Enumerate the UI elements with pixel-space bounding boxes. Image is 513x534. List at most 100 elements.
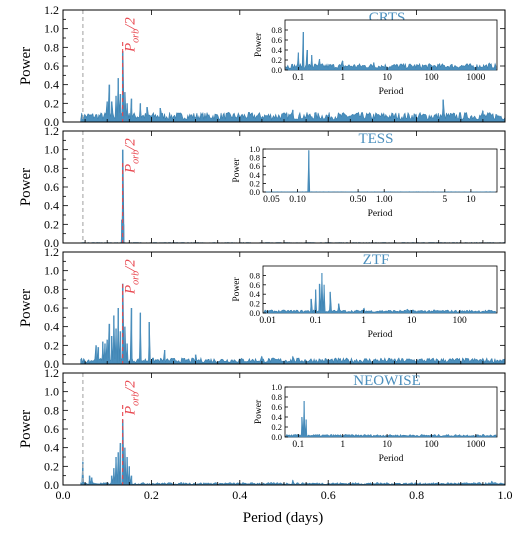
inset-x-tick-label: 0.1 — [310, 316, 322, 326]
inset-x-tick-label: 10 — [466, 195, 476, 205]
inset-frame — [284, 19, 498, 71]
inset-y-tick-label: 0.2 — [249, 299, 260, 309]
y-tick-label: 1.2 — [44, 245, 59, 259]
inset-y-tick-label: 0.8 — [249, 153, 260, 163]
inset-x-tick-label: 10 — [382, 440, 392, 450]
x-tick-label: 0.2 — [144, 488, 159, 502]
inset-x-tick-label: 1.00 — [376, 195, 393, 205]
panels-group: Porb/20.00.20.40.60.81.01.2PowerCRTS0.00… — [18, 3, 513, 502]
inset-y-tick-label: 0.0 — [271, 432, 282, 442]
inset-x-tick-label: 1000 — [466, 73, 485, 83]
x-tick-label: 0.0 — [56, 488, 71, 502]
y-tick-label: 0.4 — [44, 320, 59, 334]
inset-y-tick-label: 0.6 — [249, 161, 260, 171]
inset-spectrum — [285, 400, 497, 438]
x-axis-label: Period (days) — [243, 510, 323, 526]
inset-crts: 0.00.20.40.60.8 0.1 1 10 100 1000 Period Power — [254, 19, 498, 97]
y-tick-label: 0.8 — [44, 161, 59, 175]
inset-y-axis-label: Power — [232, 277, 242, 302]
y-tick-label: 1.2 — [44, 3, 59, 17]
inset-y-axis-label: Power — [254, 399, 264, 424]
panel-neowise: Porb/20.00.20.40.60.81.01.20.0 0.2 0.4 0.6 0… — [18, 366, 513, 502]
y-tick-label: 0.4 — [44, 78, 59, 92]
y-tick-label: 0.2 — [44, 459, 59, 473]
inset-x-tick-label: 0.05 — [263, 195, 280, 205]
y-tick-label: 0.8 — [44, 40, 59, 54]
y-tick-label: 0.6 — [44, 422, 59, 436]
inset-x-axis-label: Period — [368, 209, 393, 219]
inset-y-tick-label: 0.4 — [249, 289, 260, 299]
y-tick-label: 1.0 — [44, 385, 59, 399]
inset-x-tick-label: 0.1 — [292, 440, 304, 450]
inset-y-tick-label: 0.2 — [271, 422, 282, 432]
inset-y-tick-label: 1.0 — [249, 144, 260, 154]
inset-y-axis-label: Power — [254, 32, 264, 57]
inset-x-tick-label: 1 — [361, 316, 366, 326]
panel-title: TESS — [358, 131, 393, 147]
inset-y-tick-label: 0.0 — [249, 308, 260, 318]
y-tick-label: 0.6 — [44, 180, 59, 194]
inset-y-tick-label: 0.8 — [271, 392, 282, 402]
inset-x-tick-label: 0.1 — [292, 73, 304, 83]
inset-frame — [284, 386, 498, 438]
y-tick-label: 0.2 — [44, 96, 59, 110]
inset-y-tick-label: 0.4 — [271, 412, 282, 422]
y-tick-label: 0.4 — [44, 199, 59, 213]
inset-y-tick-label: 0.0 — [271, 65, 282, 75]
inset-x-tick-label: 0.01 — [259, 316, 276, 326]
inset-x-tick-label: 10 — [407, 316, 417, 326]
inset-y-tick-label: 0.4 — [271, 45, 282, 55]
inset-x-tick-label: 10 — [382, 73, 392, 83]
inset-y-axis-label: Power — [232, 158, 242, 183]
inset-x-tick-label: 1 — [340, 440, 345, 450]
x-tick-label: 1.0 — [498, 488, 513, 502]
inset-tess: 0.00.20.40.60.81.0 0.05 0.10 0.50 1.00 5 10 Per… — [232, 144, 498, 219]
inset-neowise: 0.00.20.40.60.81.0 0.1 1 10 100 1000 Period Pow… — [254, 382, 498, 464]
inset-x-tick-label: 0.50 — [350, 195, 367, 205]
inset-x-tick-label: 1000 — [466, 440, 485, 450]
panel-ztf: Porb/20.00.20.40.60.81.01.2PowerZTF0.00.… — [18, 245, 506, 371]
inset-y-tick-label: 0.2 — [249, 178, 260, 188]
porb-half-label: Porb/2 — [123, 138, 142, 174]
inset-y-tick-label: 0.0 — [249, 187, 260, 197]
y-tick-label: 0.8 — [44, 403, 59, 417]
inset-x-tick-label: 5 — [442, 195, 447, 205]
panel-title: NEOWISE — [353, 373, 421, 389]
porb-half-label: Porb/2 — [123, 17, 142, 53]
inset-y-tick-label: 0.4 — [249, 170, 260, 180]
y-tick-label: 1.0 — [44, 22, 59, 36]
y-axis-label: Power — [18, 410, 34, 448]
y-tick-label: 1.0 — [44, 264, 59, 278]
inset-x-axis-label: Period — [379, 454, 404, 464]
y-tick-label: 0.6 — [44, 59, 59, 73]
inset-frame — [262, 265, 498, 314]
inset-frame — [262, 148, 498, 193]
inset-x-tick-label: 1 — [340, 73, 345, 83]
porb-half-label: Porb/2 — [123, 380, 142, 416]
inset-x-tick-label: 0.10 — [289, 195, 306, 205]
panel-tess: Porb/20.00.20.40.60.81.01.2PowerTESS0.00… — [18, 124, 506, 250]
inset-y-tick-label: 0.2 — [271, 55, 282, 65]
inset-y-tick-label: 0.8 — [271, 25, 282, 35]
y-tick-label: 0.8 — [44, 282, 59, 296]
inset-y-tick-label: 0.6 — [271, 402, 282, 412]
inset-ztf: 0.00.20.40.60.8 0.01 0.1 1 10 100 Period Power — [232, 265, 498, 340]
y-tick-label: 0.2 — [44, 338, 59, 352]
inset-x-tick-label: 100 — [424, 440, 439, 450]
inset-y-tick-label: 0.8 — [249, 270, 260, 280]
inset-x-tick-label: 100 — [424, 73, 439, 83]
y-tick-label: 1.2 — [44, 366, 59, 380]
y-tick-label: 0.0 — [44, 236, 59, 250]
x-tick-label: 0.8 — [409, 488, 424, 502]
inset-y-tick-label: 0.6 — [271, 35, 282, 45]
y-tick-label: 0.2 — [44, 217, 59, 231]
x-tick-label: 0.4 — [232, 488, 247, 502]
y-tick-label: 1.0 — [44, 143, 59, 157]
y-tick-label: 1.2 — [44, 124, 59, 138]
inset-y-tick-label: 1.0 — [271, 382, 282, 392]
y-axis-label: Power — [18, 47, 34, 85]
inset-x-axis-label: Period — [368, 330, 393, 340]
panel-title: ZTF — [363, 252, 390, 268]
y-tick-label: 0.0 — [44, 115, 59, 129]
